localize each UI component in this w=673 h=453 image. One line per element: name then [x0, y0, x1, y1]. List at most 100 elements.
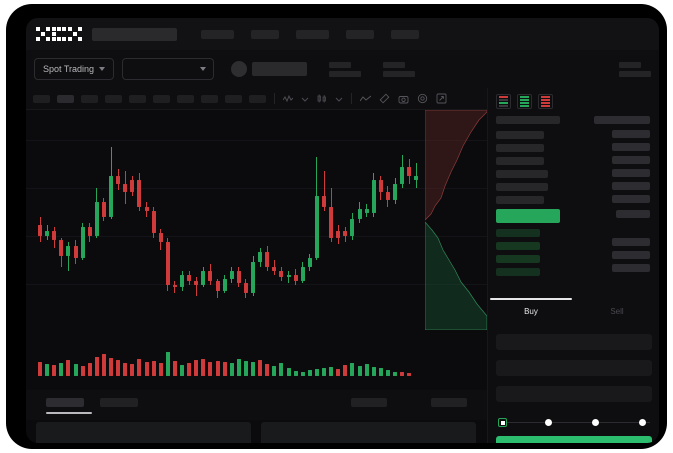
orderbook-right-row — [612, 238, 650, 246]
orderbook-ask-row[interactable] — [496, 157, 544, 165]
chevron-down-icon-2[interactable] — [335, 95, 343, 103]
slider-dot-75[interactable] — [639, 419, 646, 426]
volume-bar — [130, 364, 135, 376]
timeframe-4[interactable] — [105, 94, 122, 103]
timeframe-10[interactable] — [249, 94, 266, 103]
trading-mode-dropdown[interactable]: Spot Trading — [34, 58, 115, 80]
volume-bar — [201, 359, 206, 376]
camera-icon[interactable] — [398, 94, 409, 104]
orderbook-ask-row[interactable] — [496, 144, 544, 152]
candlestick-icon[interactable] — [317, 94, 327, 103]
nav-item-2[interactable] — [251, 29, 279, 39]
orderbook-view-both-icon[interactable] — [496, 94, 511, 109]
tab-buy[interactable]: Buy — [488, 298, 574, 324]
volume-bar — [385, 370, 390, 376]
action-cancel-all[interactable] — [431, 398, 467, 407]
orderbook-view-asks-icon[interactable] — [538, 94, 553, 109]
volume-bar — [151, 361, 156, 376]
place-buy-order-button[interactable] — [496, 436, 652, 443]
active-tab-underline — [46, 412, 92, 414]
volume-bar — [229, 363, 234, 376]
header-nav — [201, 29, 419, 39]
chevron-down-icon — [99, 67, 106, 71]
volume-bar — [378, 368, 383, 376]
tab-open-orders[interactable] — [46, 398, 84, 407]
tab-sell-label: Sell — [610, 306, 624, 316]
orderbook-last-price — [496, 209, 560, 223]
app-screen: Spot Trading — [26, 18, 659, 443]
price-chart[interactable] — [26, 110, 487, 330]
nav-item-3[interactable] — [296, 29, 329, 39]
pair-select-dropdown[interactable] — [122, 58, 215, 80]
volume-bar — [272, 366, 277, 376]
volume-bar — [94, 357, 99, 376]
ruler-icon[interactable] — [379, 93, 390, 104]
timeframe-9[interactable] — [225, 94, 242, 103]
orderbook-right-row — [616, 210, 650, 218]
volume-bar — [258, 360, 263, 376]
volume-bar — [357, 366, 362, 376]
orderbook-right-row — [612, 169, 650, 177]
timeframe-2[interactable] — [57, 94, 74, 103]
bottom-panel-right[interactable] — [261, 422, 476, 443]
tab-sell[interactable]: Sell — [574, 298, 659, 324]
nav-item-5[interactable] — [391, 29, 419, 39]
timeframe-8[interactable] — [201, 94, 218, 103]
volume-bar — [165, 352, 170, 376]
order-price-field[interactable] — [496, 334, 652, 350]
amount-percent-slider[interactable] — [498, 418, 650, 428]
orderbook-ask-row[interactable] — [496, 183, 548, 191]
settings-gear-icon[interactable] — [417, 93, 428, 104]
slider-dot-25[interactable] — [545, 419, 552, 426]
volume-bar — [300, 372, 305, 376]
volume-bar — [329, 367, 334, 376]
orderbook-rows — [488, 116, 659, 306]
market-subheader: Spot Trading — [26, 50, 659, 88]
chart-gridline — [26, 236, 487, 237]
volume-bar — [194, 360, 199, 376]
orderbook-panel: Buy Sell — [487, 88, 659, 443]
volume-bar — [243, 361, 248, 376]
volume-bar — [293, 371, 298, 376]
volume-bar — [101, 354, 106, 376]
order-amount-field[interactable] — [496, 360, 652, 376]
tab-order-history[interactable] — [100, 398, 138, 407]
order-total-field[interactable] — [496, 386, 652, 402]
orderbook-ask-row[interactable] — [496, 196, 544, 204]
timeframe-5[interactable] — [129, 94, 146, 103]
orderbook-right-row — [612, 130, 650, 138]
volume-chart — [26, 330, 487, 390]
slider-handle[interactable] — [498, 418, 507, 427]
orderbook-view-bids-icon[interactable] — [517, 94, 532, 109]
volume-bar — [314, 369, 319, 376]
fullscreen-icon[interactable] — [436, 93, 447, 104]
timeframe-3[interactable] — [81, 94, 98, 103]
nav-item-4[interactable] — [346, 29, 374, 39]
volume-bar — [187, 363, 192, 376]
nav-item-1[interactable] — [201, 29, 234, 39]
action-hide-other-pairs[interactable] — [351, 398, 387, 407]
okx-logo-icon[interactable] — [36, 27, 82, 41]
chevron-down-icon[interactable] — [301, 95, 309, 103]
trading-mode-label: Spot Trading — [43, 64, 95, 74]
orderbook-right-row — [612, 182, 650, 190]
timeframe-7[interactable] — [177, 94, 194, 103]
timeframe-1[interactable] — [33, 94, 50, 103]
bottom-panel-left[interactable] — [36, 422, 251, 443]
slider-dot-50[interactable] — [592, 419, 599, 426]
orderbook-bid-row[interactable] — [496, 268, 540, 276]
timeframe-6[interactable] — [153, 94, 170, 103]
orderbook-ask-row[interactable] — [496, 170, 548, 178]
toolbar-divider-2 — [351, 93, 352, 104]
orderbook-ask-row[interactable] — [496, 131, 544, 139]
orderbook-bid-row[interactable] — [496, 229, 540, 237]
pair-ticker[interactable] — [252, 62, 308, 76]
orderbook-bid-row[interactable] — [496, 242, 540, 250]
volume-bar — [158, 363, 163, 376]
orderbook-bid-row[interactable] — [496, 255, 540, 263]
wave-line-icon[interactable] — [283, 94, 293, 103]
search-input[interactable] — [92, 27, 177, 41]
volume-bar — [208, 362, 213, 376]
trend-line-icon[interactable] — [360, 95, 371, 103]
